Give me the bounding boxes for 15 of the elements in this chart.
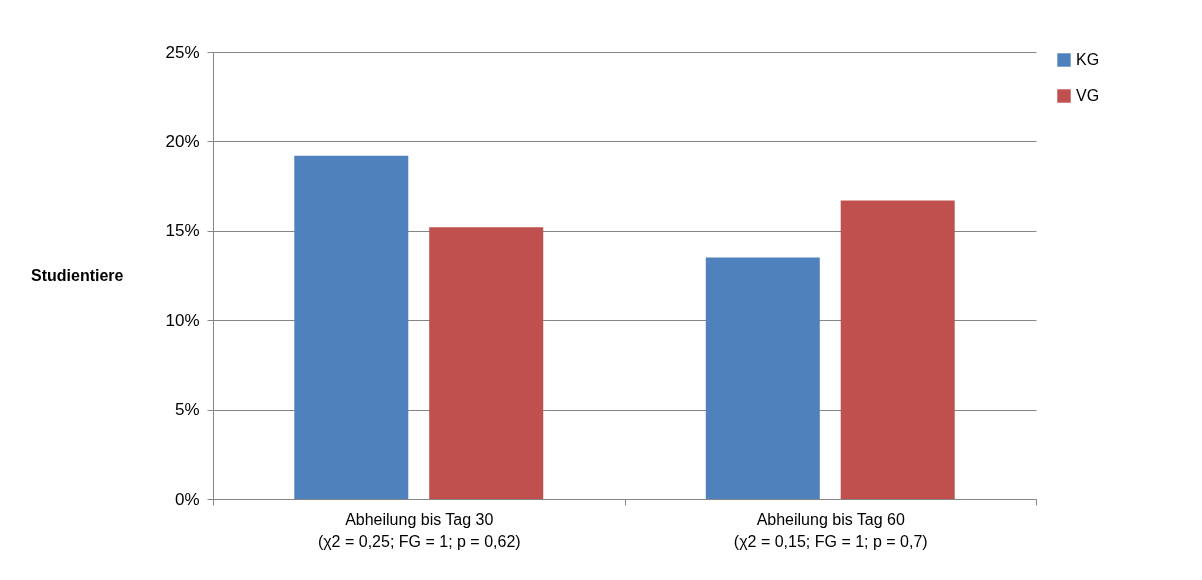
bar: [294, 155, 409, 499]
x-tick-label: Abheilung bis Tag 60 (χ2 = 0,15; FG = 1; p = 0,7): [733, 510, 928, 550]
y-tick-label: 0%: [174, 489, 200, 509]
y-tick-label: 20%: [165, 131, 200, 151]
y-tick-label: 10%: [165, 310, 200, 330]
y-axis-title: Studientiere: [31, 266, 124, 284]
bar: [429, 227, 544, 499]
y-tick-label: 25%: [165, 42, 200, 62]
bar: [840, 200, 955, 499]
legend-label: KG: [1076, 51, 1100, 68]
x-tick-label: Abheilung bis Tag 30 (χ2 = 0,25; FG = 1; p = 0,62): [317, 510, 521, 550]
bar: [705, 257, 820, 499]
y-tick-label: 15%: [165, 221, 200, 241]
legend-label: VG: [1076, 87, 1100, 104]
y-tick-label: 5%: [174, 400, 200, 420]
